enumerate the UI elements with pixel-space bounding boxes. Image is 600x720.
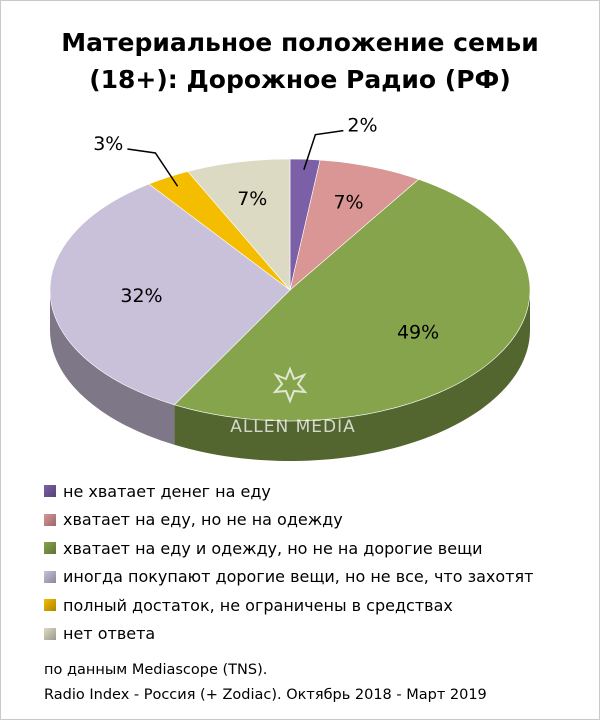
legend-item: полный достаток, не ограничены в средств… — [44, 591, 533, 620]
data-label-4: 3% — [93, 133, 123, 155]
legend-swatch — [44, 570, 56, 583]
legend-label: полный достаток, не ограничены в средств… — [63, 595, 453, 615]
legend-label: хватает на еду, но не на одежду — [63, 510, 343, 530]
legend: не хватает денег на еду хватает на еду, н… — [44, 477, 533, 648]
data-label-2: 49% — [397, 321, 439, 343]
legend-swatch — [44, 627, 56, 640]
data-label-1: 7% — [333, 191, 363, 213]
legend-label: нет ответа — [63, 624, 156, 644]
footnote-line-2: Radio Index - Россия (+ Zodiac). Октябрь… — [44, 687, 487, 703]
slice-1 — [289, 159, 420, 291]
watermark-icon — [272, 366, 308, 404]
watermark-text: ALLEN MEDIA — [230, 417, 356, 437]
legend-label: хватает на еду и одежду, но не на дороги… — [63, 538, 483, 558]
pie-slices — [49, 158, 531, 422]
legend-swatch — [44, 513, 56, 526]
legend-item: хватает на еду и одежду, но не на дороги… — [44, 534, 533, 563]
data-label-0: 2% — [347, 115, 377, 137]
pie-chart: 2% 7% 49% 32% 3% 7% ALLEN MEDIA — [49, 115, 531, 462]
slice-side-3 — [49, 290, 175, 445]
pie-sides — [49, 290, 530, 462]
legend-swatch — [44, 542, 56, 555]
leader-line-0 — [303, 129, 344, 170]
footnote-line-1: по данным Mediascope (TNS). — [44, 662, 268, 678]
chart-title: Материальное положение семьи (18+): Доро… — [61, 28, 539, 94]
data-label-5: 7% — [237, 188, 267, 210]
legend-item: хватает на еду, но не на одежду — [44, 506, 533, 535]
slice-5 — [187, 158, 291, 291]
legend-swatch — [44, 485, 56, 498]
leader-lines — [127, 129, 344, 187]
data-label-3: 32% — [120, 285, 162, 307]
legend-label: не хватает денег на еду — [63, 481, 271, 501]
legend-item: нет ответа — [44, 620, 533, 649]
footnote: по данным Mediascope (TNS). Radio Index … — [44, 658, 487, 708]
watermark: ALLEN MEDIA — [230, 366, 356, 437]
legend-item: не хватает денег на еду — [44, 477, 533, 506]
slice-2 — [173, 179, 531, 422]
slice-3 — [49, 183, 291, 406]
leader-line-4 — [127, 148, 179, 187]
legend-swatch — [44, 599, 56, 612]
legend-item: иногда покупают дорогие вещи, но не все,… — [44, 563, 533, 592]
legend-label: иногда покупают дорогие вещи, но не все,… — [63, 567, 534, 587]
data-labels: 2% 7% 49% 32% 3% 7% — [93, 115, 439, 344]
slice-side-2 — [174, 290, 530, 462]
